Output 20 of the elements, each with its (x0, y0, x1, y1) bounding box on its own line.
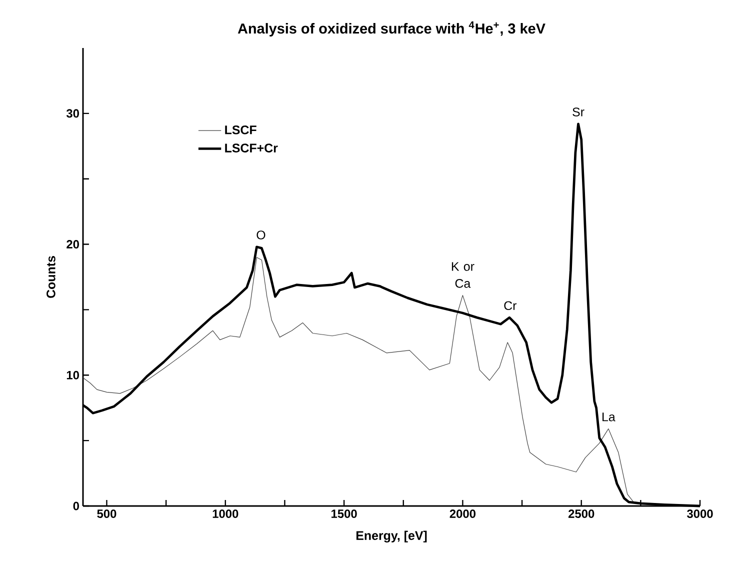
annotation: O (256, 230, 266, 240)
legend-label: LSCF (225, 125, 256, 134)
annotation: Sr (572, 108, 584, 116)
x-tick-label: 1500 (331, 510, 357, 518)
x-tick-label: 2000 (450, 510, 476, 518)
y-tick-label: 30 (66, 109, 79, 118)
y-tick-label: 0 (73, 502, 79, 510)
x-tick-label: 500 (97, 510, 116, 518)
annotation: La (602, 412, 616, 422)
x-tick-label: 1000 (212, 510, 238, 518)
annotation: Cr (504, 301, 517, 310)
annotation: K or Ca (452, 262, 474, 288)
chart-title: Analysis of oxidized surface with $^{4}$He$^{+}$, 3 keV (238, 21, 546, 37)
x-tick-label: 2500 (568, 510, 594, 518)
x-tick-label: 3000 (686, 510, 713, 518)
y-tick-label: 10 (66, 370, 79, 380)
legend-label: LSCF+Cr (225, 144, 278, 152)
y-axis-title: Counts (46, 256, 56, 298)
y-tick-label: 20 (66, 240, 79, 249)
x-axis-title: Energy, [eV] (356, 530, 427, 542)
